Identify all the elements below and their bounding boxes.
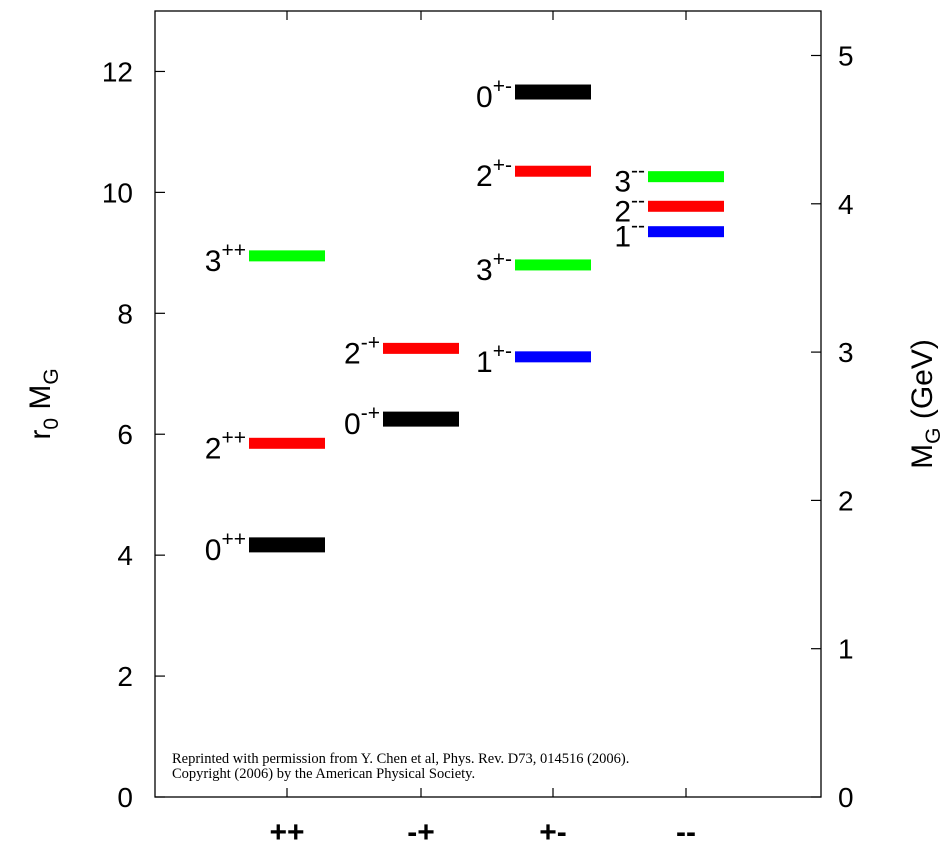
state-label: 2++ bbox=[205, 426, 246, 465]
category-label: -- bbox=[676, 816, 696, 846]
right-tick-label: 0 bbox=[838, 782, 854, 813]
state-bars bbox=[249, 84, 724, 553]
left-tick-label: 10 bbox=[102, 177, 133, 208]
state-label: 2-- bbox=[614, 189, 645, 228]
state-bar bbox=[383, 342, 459, 354]
state-label: 3++ bbox=[205, 239, 246, 278]
state-label: 0-+ bbox=[344, 402, 380, 441]
state-label: 2+- bbox=[476, 154, 512, 193]
state-label: 0++ bbox=[205, 528, 246, 567]
category-label: -+ bbox=[407, 816, 435, 846]
state-label: 3+- bbox=[476, 248, 512, 287]
right-axis-title: MG (GeV) bbox=[906, 339, 943, 469]
state-bar bbox=[515, 259, 591, 271]
right-tick-label: 5 bbox=[838, 40, 854, 71]
state-label: 1-- bbox=[614, 215, 645, 254]
category-label: ++ bbox=[269, 816, 304, 846]
state-bar bbox=[515, 351, 591, 363]
state-label: 3-- bbox=[614, 160, 645, 199]
state-labels: 0++ 2++ 3++ 0-+ 2-+ 1+- 3+- 2+- 0+- 1--2--3-- bbox=[205, 75, 645, 567]
state-bar bbox=[648, 226, 724, 238]
state-bar bbox=[383, 411, 459, 427]
plot-frame bbox=[154, 10, 822, 798]
state-bar bbox=[249, 537, 325, 553]
credit-line-2: Copyright (2006) by the American Physica… bbox=[172, 766, 475, 782]
right-tick-label: 4 bbox=[838, 189, 854, 220]
state-label: 0+- bbox=[476, 75, 512, 114]
left-tick-label: 8 bbox=[117, 298, 133, 329]
state-bar bbox=[648, 200, 724, 212]
category-label: +- bbox=[539, 816, 567, 846]
right-tick-label: 1 bbox=[838, 634, 854, 665]
right-tick-label: 3 bbox=[838, 337, 854, 368]
left-tick-label: 4 bbox=[117, 540, 133, 571]
category-axis: ++ -+ +- -- bbox=[269, 11, 696, 846]
state-bar bbox=[515, 84, 591, 100]
left-tick-label: 0 bbox=[117, 782, 133, 813]
state-bar bbox=[515, 165, 591, 177]
state-bar bbox=[249, 437, 325, 449]
left-tick-label: 6 bbox=[117, 419, 133, 450]
right-axis: 0 1 2 3 4 5 bbox=[811, 40, 854, 813]
state-bar bbox=[648, 171, 724, 183]
left-tick-label: 12 bbox=[102, 56, 133, 87]
left-tick-label: 2 bbox=[117, 661, 133, 692]
state-label: 1+- bbox=[476, 340, 512, 379]
state-bar bbox=[249, 250, 325, 262]
credit-line-1: Reprinted with permission from Y. Chen e… bbox=[172, 751, 629, 767]
left-axis-title: r0 MG bbox=[24, 368, 63, 439]
left-axis: 0 2 4 6 8 10 12 bbox=[102, 56, 165, 813]
right-tick-label: 2 bbox=[838, 485, 854, 516]
state-label: 2-+ bbox=[344, 331, 380, 370]
